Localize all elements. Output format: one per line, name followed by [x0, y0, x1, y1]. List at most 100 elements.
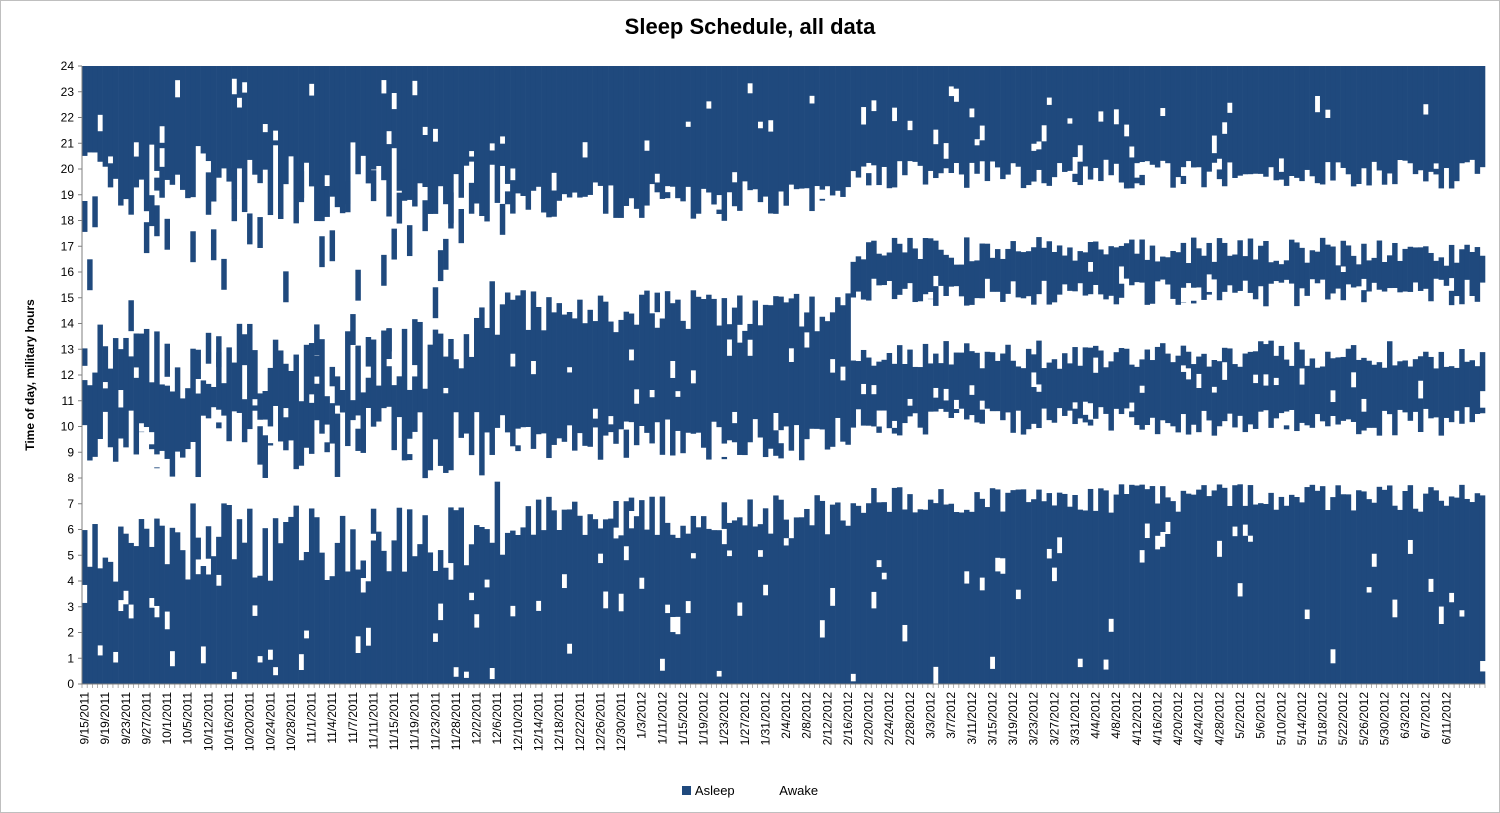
sleep-cell: [768, 66, 774, 121]
sleep-cell: [355, 269, 361, 301]
sleep-cell: [1118, 348, 1125, 415]
sleep-cell: [406, 225, 413, 257]
sleep-cell: [1402, 66, 1408, 161]
sleep-cell: [1139, 66, 1145, 163]
sleep-cell: [1366, 66, 1372, 186]
sleep-cell: [303, 344, 310, 448]
sleep-cell: [850, 261, 857, 298]
sleep-cell: [989, 66, 996, 162]
sleep-cell: [1299, 502, 1305, 684]
sleep-cell: [360, 392, 366, 453]
sleep-cell: [437, 66, 444, 187]
sleep-cell: [278, 350, 284, 442]
sleep-cell: [143, 528, 150, 684]
x-tick-label: 2/24/2012: [882, 692, 896, 746]
sleep-cell: [154, 205, 160, 237]
sleep-cell: [613, 332, 619, 444]
sleep-cell: [102, 388, 109, 412]
sleep-cell: [577, 66, 583, 198]
x-tick-label: 1/3/2012: [635, 692, 649, 739]
sleep-cell: [1062, 493, 1068, 684]
sleep-cell: [793, 517, 800, 684]
sleep-cell: [1335, 485, 1341, 684]
sleep-cell: [850, 360, 857, 428]
sleep-cell: [1428, 487, 1434, 579]
sleep-cell: [742, 525, 748, 684]
sleep-cell: [1356, 66, 1362, 184]
sleep-cell: [401, 66, 408, 180]
sleep-cell: [623, 429, 630, 458]
sleep-cell: [1397, 260, 1403, 293]
sleep-cell: [933, 240, 939, 276]
sleep-cell: [747, 66, 753, 84]
sleep-cell: [860, 394, 867, 426]
sleep-cell: [468, 600, 475, 684]
sleep-cell: [1371, 364, 1377, 428]
sleep-cell: [927, 238, 934, 292]
sleep-cell: [747, 499, 753, 684]
sleep-cell: [87, 385, 93, 461]
sleep-cell: [247, 508, 253, 684]
sleep-cell: [670, 632, 676, 684]
sleep-cell: [1129, 239, 1135, 286]
sleep-cell: [1098, 350, 1104, 408]
sleep-cell: [675, 537, 681, 617]
sleep-cell: [1015, 251, 1022, 298]
sleep-cell: [391, 385, 397, 451]
sleep-cell: [210, 556, 217, 684]
sleep-cell: [566, 66, 573, 198]
sleep-cell: [1139, 562, 1145, 684]
sleep-cell: [747, 323, 753, 340]
sleep-cell: [969, 117, 975, 163]
sleep-cell: [293, 66, 299, 199]
sleep-cell: [938, 66, 944, 174]
sleep-cell: [690, 66, 697, 219]
sleep-cell: [788, 66, 795, 185]
sleep-cell: [489, 66, 495, 144]
sleep-cell: [1417, 511, 1424, 684]
sleep-cell: [226, 347, 232, 442]
sleep-cell: [1046, 104, 1053, 186]
sleep-cell: [871, 111, 877, 166]
sleep-cell: [1113, 124, 1120, 164]
sleep-cell: [1423, 66, 1429, 105]
sleep-cell: [891, 427, 898, 434]
sleep-cell: [226, 505, 232, 684]
sleep-cell: [706, 528, 712, 684]
sleep-cell: [1469, 360, 1475, 423]
sleep-cell: [1015, 366, 1022, 411]
sleep-cell: [123, 66, 129, 200]
legend-swatch-asleep: [681, 785, 691, 795]
sleep-cell: [1381, 261, 1388, 292]
sleep-cell: [169, 527, 176, 652]
sleep-cell: [133, 377, 140, 455]
y-tick-label: 6: [67, 523, 74, 537]
x-tick-label: 2/8/2012: [800, 692, 814, 739]
sleep-cell: [566, 509, 573, 644]
sleep-cell: [1020, 66, 1027, 189]
sleep-cell: [143, 328, 150, 428]
sleep-cell: [871, 394, 877, 427]
sleep-cell: [396, 376, 403, 418]
sleep-cell: [133, 546, 140, 684]
sleep-cell: [829, 372, 836, 447]
sleep-cell: [933, 503, 939, 667]
sleep-cell: [1314, 251, 1321, 284]
sleep-cell: [1108, 246, 1114, 296]
sleep-cell: [835, 66, 841, 191]
sleep-cell: [474, 627, 480, 684]
sleep-cell: [226, 66, 232, 182]
sleep-cell: [1190, 300, 1197, 304]
sleep-cell: [1108, 631, 1114, 684]
x-tick-label: 11/23/2011: [428, 692, 442, 751]
sleep-cell: [1232, 485, 1238, 527]
sleep-cell: [639, 294, 645, 426]
sleep-cell: [283, 417, 289, 451]
sleep-cell: [1252, 259, 1259, 300]
sleep-cell: [329, 366, 336, 387]
sleep-cell: [1258, 245, 1264, 287]
sleep-cell: [427, 552, 434, 684]
sleep-cell: [602, 608, 609, 684]
sleep-cell: [355, 653, 361, 684]
sleep-cell: [1129, 157, 1135, 189]
